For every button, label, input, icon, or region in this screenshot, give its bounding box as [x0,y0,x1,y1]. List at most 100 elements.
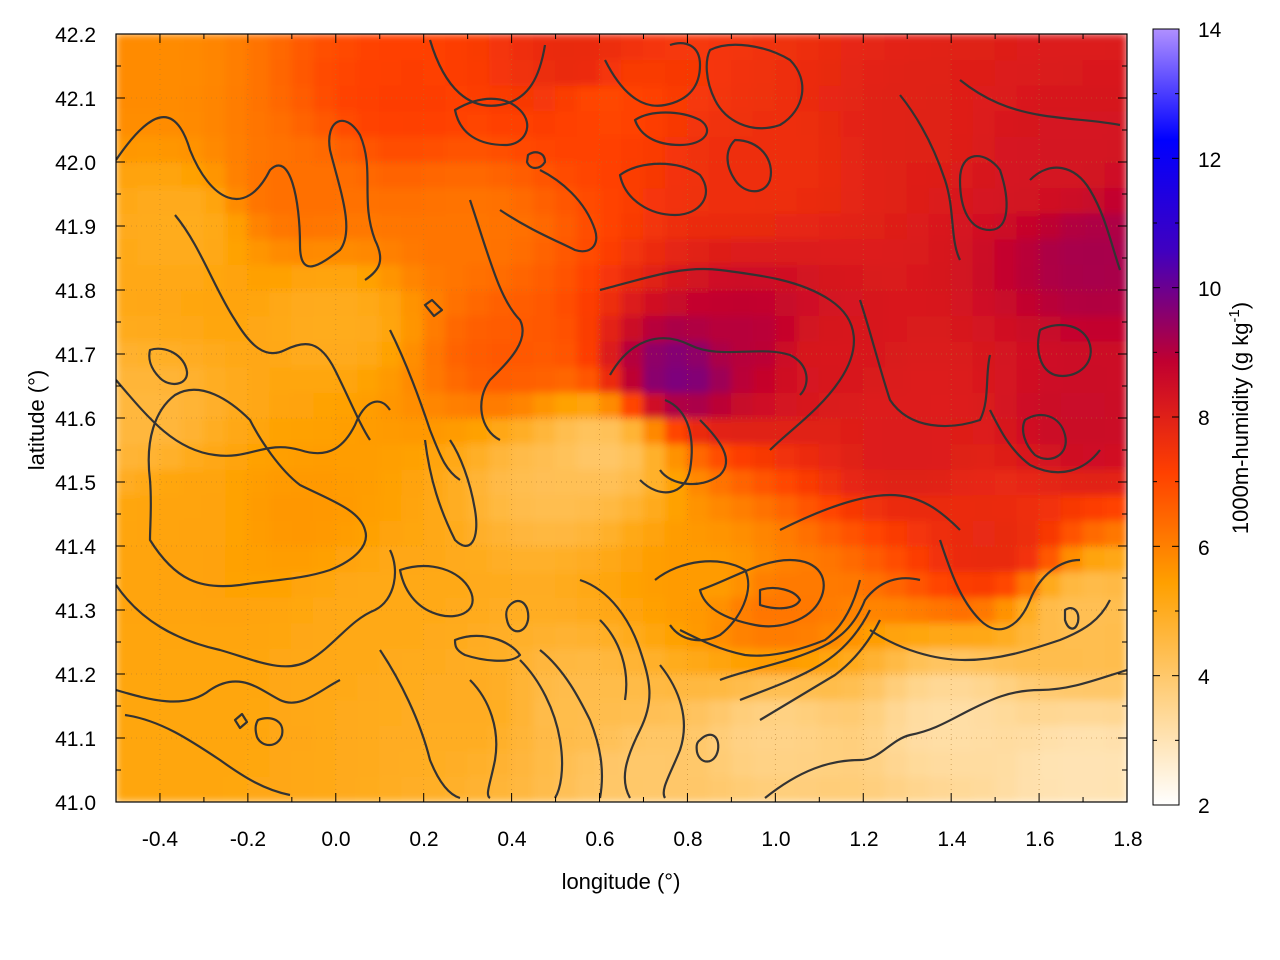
heatmap-cell [225,673,249,701]
heatmap-cell [1104,161,1127,189]
heatmap-cell [533,468,557,496]
heatmap-cell [247,315,271,342]
contour-line [719,577,921,682]
heatmap-cell [818,545,842,573]
heatmap-cell [928,571,952,598]
y-tick-label: 41.7 [55,344,96,367]
heatmap-cell [137,622,161,649]
heatmap-cell [291,775,315,802]
heatmap-cell [664,391,688,419]
heatmap-cell [533,340,557,368]
heatmap-cell [642,59,666,86]
heatmap-cell [818,161,842,189]
heatmap-cell [313,212,337,240]
heatmap-cell [708,161,732,189]
heatmap-cell [862,724,886,752]
heatmap-cell [928,315,952,342]
heatmap-cell [467,647,491,675]
contour-line [124,713,291,797]
heatmap-cell [1104,263,1127,291]
heatmap-cell [511,519,535,547]
heatmap-cell [774,571,798,598]
heatmap-cell [928,110,952,137]
heatmap-cell [621,468,644,496]
heatmap-cell [1104,366,1127,393]
heatmap-cell [708,340,732,368]
heatmap-cell [621,212,644,240]
heatmap-cell [599,545,622,573]
heatmap-cell [379,84,403,112]
heatmap-cell [203,84,227,112]
contour-line [174,214,371,441]
heatmap-cell [972,494,996,521]
heatmap-cell [1016,468,1040,496]
heatmap-cell [225,34,249,61]
heatmap-cell [752,366,776,393]
heatmap-cell [203,775,227,802]
heatmap-cell [906,571,930,598]
colorbar-title: 1000m-humidity (g kg-1) [1226,302,1253,534]
contour-line [726,138,773,193]
heatmap-cell [489,443,513,470]
tick-marks [115,33,1128,803]
heatmap-cell [335,187,359,214]
heatmap-cell [489,417,513,445]
heatmap-cell [203,289,227,317]
heatmap-cell [884,775,908,802]
heatmap-cell [818,315,842,342]
heatmap-cell [247,750,271,777]
heatmap-cell [401,59,425,86]
heatmap-cell [972,110,996,137]
heatmap-cell [467,391,491,419]
heatmap-cell [203,187,227,214]
heatmap-cell [774,519,798,547]
heatmap-cell [862,468,886,496]
x-tick-label: -0.4 [142,828,179,851]
heatmap-cell [181,340,205,368]
heatmap-cell [1082,775,1106,802]
heatmap-cell [621,315,644,342]
heatmap-cell [972,289,996,317]
heatmap-cell [708,724,732,752]
heatmap-cell [1060,187,1084,214]
heatmap-cell [269,238,293,265]
heatmap-cell [664,494,688,521]
heatmap-cell [116,84,139,112]
heatmap-cell [664,161,688,189]
heatmap-cell [1016,315,1040,342]
heatmap-cell [599,187,622,214]
heatmap-cell [862,596,886,624]
heatmap-cell [599,596,622,624]
heatmap-cell [137,238,161,265]
heatmap-cell [116,366,139,393]
heatmap-cell [357,724,381,752]
heatmap-cell [291,596,315,624]
heatmap-cell [269,622,293,649]
contour-line [379,649,461,800]
heatmap-cell [818,571,842,598]
heatmap-cell [247,110,271,137]
contour-line [1029,166,1122,271]
heatmap-cell [1038,647,1062,675]
heatmap-cell [489,468,513,496]
heatmap-cell [357,289,381,317]
heatmap-cell [533,519,557,547]
heatmap-cell [313,519,337,547]
heatmap-cell [511,366,535,393]
heatmap-cell [116,391,139,419]
heatmap-cell [159,110,183,137]
heatmap-cell [1104,391,1127,419]
colorbar-tick-label: 12 [1198,149,1221,172]
heatmap-cell [796,519,820,547]
heatmap-cell [555,443,579,470]
heatmap-cell [555,673,579,701]
heatmap-cell [203,340,227,368]
heatmap-cell [159,84,183,112]
heatmap-cell [818,468,842,496]
heatmap-cell [533,366,557,393]
heatmap-cell [708,750,732,777]
heatmap-cell [511,750,535,777]
heatmap-cell [247,519,271,547]
heatmap-cell [357,775,381,802]
heatmap-cell [313,750,337,777]
